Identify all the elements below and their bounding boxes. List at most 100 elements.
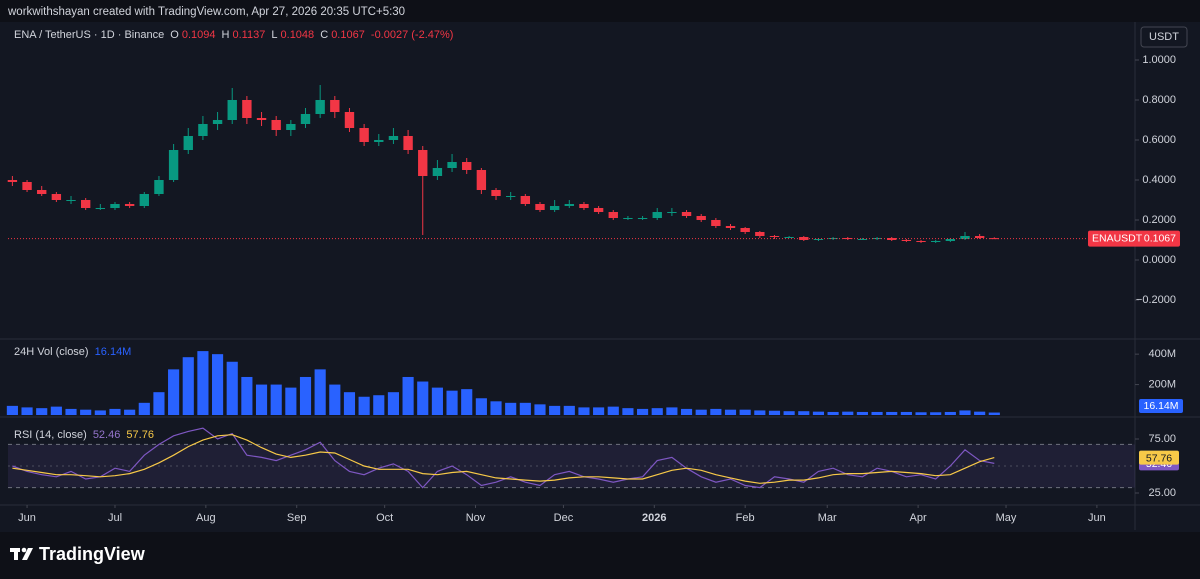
candle-body <box>681 212 692 216</box>
candle-body <box>271 120 281 130</box>
volume-bar <box>651 408 663 415</box>
candle-body <box>124 204 135 206</box>
volume-bar <box>754 410 766 415</box>
volume-bar <box>387 392 400 415</box>
volume-bar <box>959 410 971 415</box>
y-tick-label: −0.2000 <box>1136 294 1176 306</box>
candle-body <box>300 114 311 124</box>
volume-bar <box>534 404 546 415</box>
volume-bar <box>21 407 33 415</box>
candle-body <box>66 200 76 201</box>
candle-body <box>242 100 252 118</box>
volume-bar <box>373 395 385 415</box>
volume-bar <box>314 369 326 415</box>
volume-bar <box>124 409 136 415</box>
candle-body <box>37 190 47 194</box>
candle-body <box>872 238 882 239</box>
volume-bar <box>358 396 370 415</box>
x-tick-label: Jun <box>18 512 36 524</box>
x-tick-label: Nov <box>466 512 486 524</box>
candle-body <box>22 182 32 190</box>
y-tick-label: 25.00 <box>1148 487 1176 499</box>
volume-bar <box>109 408 121 415</box>
volume-bar <box>431 387 443 415</box>
volume-bar <box>461 389 473 415</box>
candle-body <box>579 204 589 208</box>
value-tag-text: 57.76 <box>1146 452 1172 464</box>
volume-bar <box>50 406 62 415</box>
logo-part <box>22 548 33 560</box>
y-tick-label: 1.0000 <box>1142 54 1176 66</box>
candle-body <box>183 136 193 150</box>
volume-bar <box>6 405 18 415</box>
currency-button[interactable] <box>1140 26 1188 48</box>
brand-name: TradingView <box>39 544 146 564</box>
volume-bar <box>944 411 956 415</box>
candle-body <box>286 124 296 130</box>
ohlc-label: H <box>221 29 230 41</box>
y-tick-label: 75.00 <box>1148 433 1176 445</box>
brand-logo <box>10 547 33 560</box>
candle-body <box>549 206 560 210</box>
candle-body <box>725 226 736 228</box>
candle-body <box>974 236 985 238</box>
candle-body <box>593 208 604 212</box>
candle-body <box>784 237 794 238</box>
candle-body <box>154 180 164 194</box>
x-tick-label: Dec <box>554 512 574 524</box>
ticker-label: ENAUSDT <box>1092 232 1143 244</box>
volume-bar <box>637 408 649 415</box>
volume-bar <box>871 411 883 415</box>
volume-bar <box>417 381 429 415</box>
ohlc-label: C <box>320 29 329 41</box>
volume-bar <box>490 401 502 415</box>
candle-body <box>989 238 999 240</box>
volume-bar <box>299 376 312 415</box>
volume-bar <box>827 411 839 415</box>
candle-body <box>711 220 721 226</box>
volume-tag <box>1139 399 1183 413</box>
candle-body <box>667 212 677 213</box>
candle-body <box>110 204 120 208</box>
logo-part <box>14 548 18 560</box>
candle-body <box>168 150 179 180</box>
volume-bar <box>138 402 150 415</box>
candle-body <box>564 204 574 206</box>
candle-body <box>227 100 237 120</box>
candle-body <box>374 140 384 142</box>
candle-body <box>755 232 765 236</box>
x-tick-label: Oct <box>376 512 393 524</box>
candle-body <box>945 239 956 241</box>
candle-body <box>930 241 941 242</box>
volume-bar <box>695 409 707 415</box>
ohlc-value: 0.1048 <box>280 29 315 41</box>
volume-bar <box>710 408 722 415</box>
volume-bar <box>329 384 341 415</box>
logo-part <box>21 547 27 553</box>
x-tick-label: Jun <box>1088 512 1106 524</box>
ohlc-label: L <box>271 29 278 41</box>
candle-body <box>7 180 18 182</box>
volume-bar <box>402 376 414 415</box>
candle-body <box>403 136 413 150</box>
candle-body <box>887 238 897 240</box>
x-tick-label: May <box>996 512 1017 524</box>
y-tick-label: 0.2000 <box>1142 214 1176 226</box>
currency-label[interactable]: USDT <box>1149 31 1179 43</box>
candle-body <box>476 170 487 190</box>
volume-bar <box>549 405 561 415</box>
x-tick-label: Aug <box>196 512 216 524</box>
x-tick-label: Mar <box>818 512 837 524</box>
ohlc-value: 0.1094 <box>181 29 216 41</box>
volume-bar <box>783 411 795 415</box>
rsi-legend: RSI (14, close) 52.46 57.76 <box>14 429 157 441</box>
candle-body <box>95 208 106 209</box>
volume-bar <box>182 357 194 415</box>
candle-body <box>623 218 633 219</box>
y-tick-label: 0.6000 <box>1142 134 1176 146</box>
volume-bar <box>226 361 238 415</box>
candle-body <box>198 124 208 136</box>
